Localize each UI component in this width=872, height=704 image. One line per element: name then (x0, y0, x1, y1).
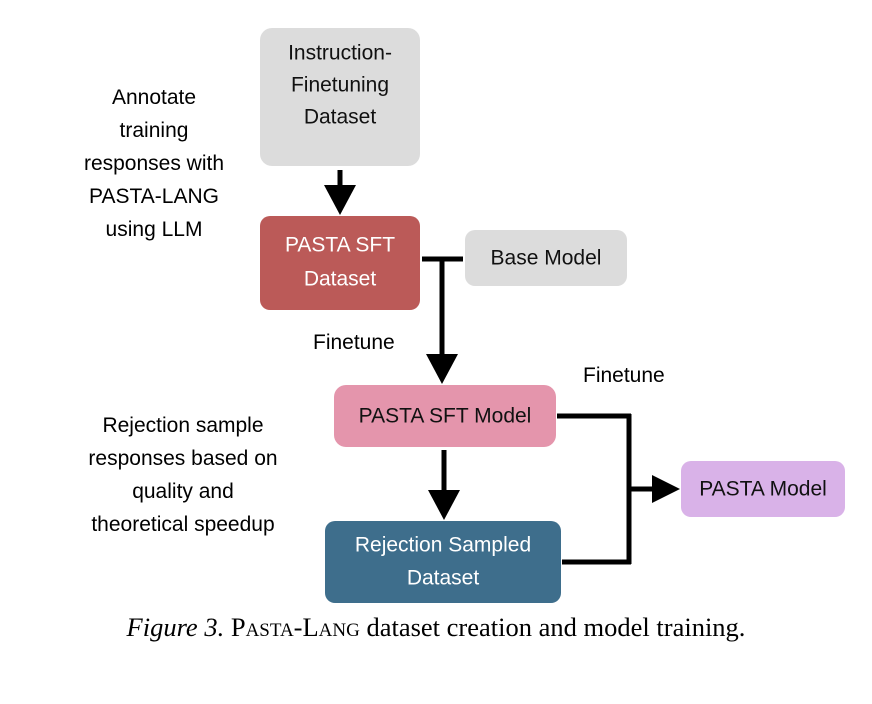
annotation-line: training (120, 119, 189, 142)
pipeline-diagram: Instruction- Finetuning Dataset PASTA SF… (84, 28, 845, 603)
node-base-model[interactable]: Base Model (465, 230, 627, 286)
annotation-line: PASTA-LANG (89, 185, 219, 208)
annotation-line: Annotate (112, 86, 196, 109)
node-label-line: Rejection Sampled (355, 534, 531, 557)
annotation-line: responses with (84, 152, 224, 175)
connector-sft-dataset-basemodel-to-sft-model (422, 256, 463, 384)
annotation-line: using LLM (106, 218, 203, 241)
annotation-line: Rejection sample (102, 414, 263, 437)
annotation-line: quality and (132, 480, 234, 503)
node-box (260, 28, 420, 166)
connector-sft-model-to-rejection-dataset (428, 450, 460, 520)
node-label-line: PASTA Model (699, 478, 827, 501)
node-pasta-sft-dataset[interactable]: PASTA SFT Dataset (260, 216, 420, 310)
node-pasta-sft-model[interactable]: PASTA SFT Model (334, 385, 556, 447)
node-instruction-finetuning-dataset[interactable]: Instruction- Finetuning Dataset (260, 28, 420, 166)
node-rejection-sampled-dataset[interactable]: Rejection Sampled Dataset (325, 521, 561, 603)
caption-pasta-lang: Pasta-Lang (230, 612, 360, 642)
node-box (325, 521, 561, 603)
node-label-line: Dataset (407, 567, 480, 590)
node-label-line: Finetuning (291, 74, 389, 97)
figure-number: Figure 3. (126, 612, 225, 642)
annotation-line: responses based on (88, 447, 277, 470)
annotation-line: theoretical speedup (91, 513, 274, 536)
node-box (260, 216, 420, 310)
node-label-line: Dataset (304, 106, 377, 129)
caption-rest: dataset creation and model training. (359, 612, 746, 642)
annotation-rejection-sample-criteria: Rejection sample responses based on qual… (88, 414, 277, 536)
node-box (334, 385, 556, 447)
edge-label-finetune-sft: Finetune (313, 331, 395, 354)
annotation-annotate-with-pasta-lang: Annotate training responses with PASTA-L… (84, 86, 224, 241)
connector-ift-to-sft-dataset (324, 170, 356, 215)
figure-caption: Figure 3. Pasta-Lang dataset creation an… (0, 612, 872, 643)
node-label-line: Dataset (304, 268, 377, 291)
node-label-line: Base Model (491, 247, 602, 270)
node-label-line: PASTA SFT (285, 234, 395, 257)
node-pasta-model[interactable]: PASTA Model (681, 461, 845, 517)
edge-label-finetune-pasta: Finetune (583, 364, 665, 387)
node-label-line: PASTA SFT Model (359, 405, 532, 428)
connector-bracket-to-pasta-model (557, 413, 680, 565)
node-label-line: Instruction- (288, 42, 392, 65)
node-box (681, 461, 845, 517)
node-box (465, 230, 627, 286)
